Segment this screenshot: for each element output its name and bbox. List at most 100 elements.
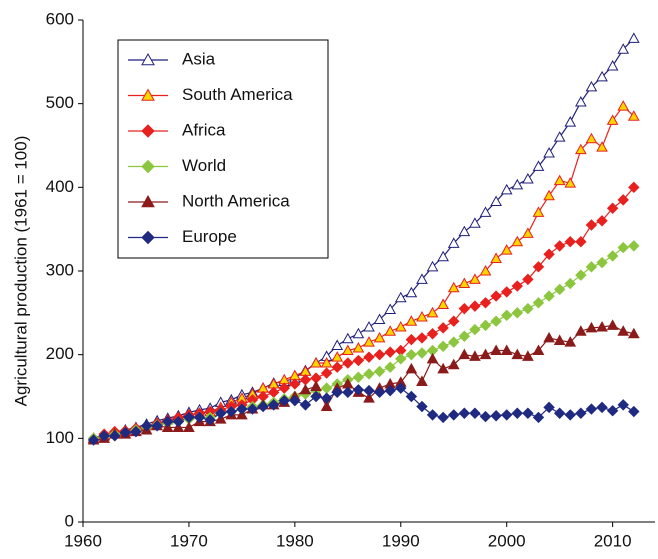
marker (183, 421, 195, 432)
marker (458, 407, 471, 419)
marker (278, 394, 290, 407)
marker (299, 399, 312, 411)
y-tick-label: 100 (46, 428, 74, 447)
marker (543, 290, 555, 302)
marker (373, 348, 386, 361)
marker (310, 390, 322, 403)
marker (331, 361, 343, 373)
y-tick-label: 300 (46, 260, 74, 279)
marker (469, 350, 481, 361)
marker (426, 352, 439, 364)
marker (363, 321, 375, 332)
marker (373, 313, 386, 325)
marker (416, 273, 428, 284)
marker (363, 368, 375, 380)
legend-label: Europe (182, 227, 237, 246)
marker (447, 281, 460, 293)
marker (543, 147, 555, 158)
marker (299, 383, 312, 395)
marker (384, 384, 396, 397)
marker (479, 264, 492, 276)
marker (341, 332, 354, 344)
legend-label: Asia (182, 49, 216, 68)
marker (469, 300, 481, 312)
marker (575, 143, 587, 155)
marker (500, 244, 513, 255)
marker (352, 327, 365, 339)
marker (416, 375, 428, 386)
marker (617, 241, 629, 254)
marker (564, 336, 577, 347)
marker (447, 358, 460, 370)
marker (522, 407, 534, 419)
marker (193, 411, 206, 424)
marker (511, 280, 524, 292)
y-axis-label: Agricultural production (1961 = 100) (11, 136, 30, 407)
marker (405, 286, 418, 298)
marker (575, 95, 587, 107)
marker (490, 410, 502, 422)
marker (384, 346, 396, 358)
legend-marker (141, 124, 155, 138)
legend-marker (141, 194, 155, 208)
marker (416, 400, 428, 413)
marker (437, 250, 449, 262)
marker (405, 333, 418, 346)
marker (130, 425, 142, 438)
marker (479, 410, 492, 423)
marker (437, 362, 449, 374)
marker (564, 409, 576, 421)
marker (606, 114, 619, 125)
marker (627, 110, 640, 121)
marker (458, 330, 471, 342)
x-tick-label: 1990 (382, 531, 420, 550)
marker (553, 131, 566, 142)
marker (617, 43, 630, 54)
marker (469, 217, 481, 228)
marker (500, 344, 513, 355)
x-tick-label: 1970 (170, 531, 208, 550)
marker (416, 347, 428, 359)
legend-label: World (182, 156, 226, 175)
legend-marker (141, 52, 155, 66)
marker (500, 183, 513, 195)
marker (384, 303, 397, 314)
marker (320, 392, 333, 404)
marker (225, 405, 238, 418)
marker (490, 195, 502, 207)
marker (320, 357, 333, 368)
marker (437, 298, 449, 309)
marker (469, 407, 481, 419)
marker (426, 260, 439, 272)
marker (553, 240, 566, 252)
marker (585, 261, 598, 273)
marker (352, 354, 365, 367)
marker (405, 348, 418, 361)
marker (596, 215, 608, 227)
marker (373, 386, 386, 399)
marker (543, 401, 555, 414)
marker (543, 189, 555, 201)
legend-label: Africa (182, 120, 226, 139)
marker (426, 328, 439, 340)
marker (479, 206, 492, 217)
marker (617, 399, 629, 411)
marker (373, 365, 386, 378)
marker (522, 227, 534, 238)
marker (596, 401, 608, 414)
marker (437, 411, 449, 424)
marker (564, 236, 576, 248)
marker (363, 392, 375, 403)
marker (585, 132, 598, 144)
marker (236, 403, 248, 415)
marker (606, 202, 619, 214)
marker (469, 273, 481, 284)
x-tick-label: 2000 (488, 531, 526, 550)
marker (532, 344, 545, 355)
marker (500, 286, 513, 298)
marker (394, 291, 407, 303)
y-tick-label: 200 (46, 344, 74, 363)
x-tick-label: 1960 (64, 531, 102, 550)
marker (320, 367, 333, 379)
marker (447, 237, 460, 248)
